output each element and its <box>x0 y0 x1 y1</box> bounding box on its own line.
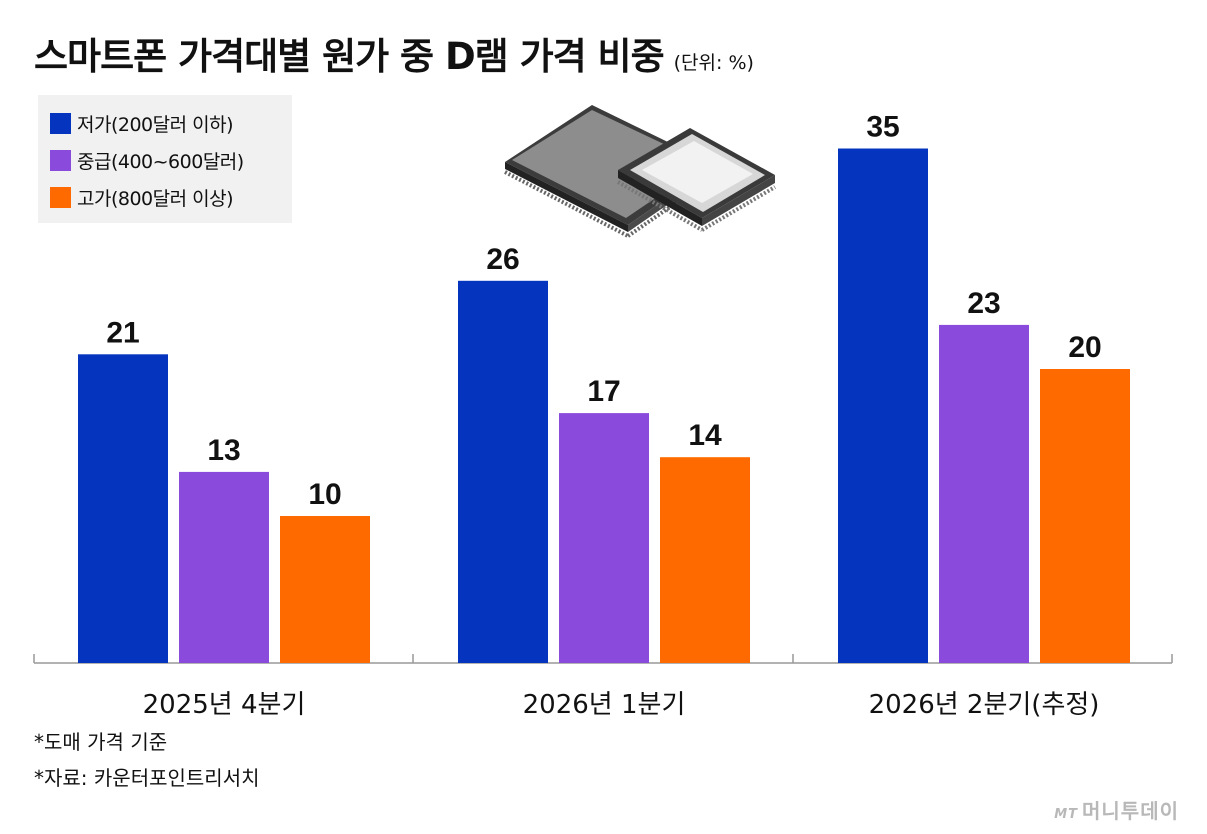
watermark-mt: MT <box>1054 807 1078 822</box>
bar-value-label: 17 <box>587 375 620 408</box>
category-label: 2026년 1분기 <box>523 690 686 720</box>
legend-item: 중급(400~600달러) <box>50 142 292 179</box>
bar <box>179 471 269 663</box>
bar <box>939 324 1029 663</box>
bar-value-label: 20 <box>1068 331 1101 364</box>
category-label: 2025년 4분기 <box>143 690 306 720</box>
bar <box>660 457 750 663</box>
bar <box>838 148 928 663</box>
bar-value-label: 10 <box>308 478 341 511</box>
bar-value-label: 13 <box>207 434 240 467</box>
footnote-wholesale: *도매 가격 기준 <box>34 730 168 754</box>
bar-value-label: 26 <box>486 243 519 276</box>
bar <box>280 516 370 663</box>
chart-title: 스마트폰 가격대별 원가 중 D램 가격 비중 (단위: %) <box>34 26 754 80</box>
bar-value-label: 35 <box>866 111 899 144</box>
bar <box>559 413 649 663</box>
publisher-watermark: MT 머니투데이 <box>1054 795 1179 824</box>
memory-chip-icon <box>504 105 777 238</box>
plot-area: 21 13 10 2025년 4분기 26 17 14 2026년 1분기 35 23 20 2026… <box>33 111 1173 720</box>
unit-label: (단위: %) <box>673 52 754 74</box>
legend-label: 고가(800달러 이상) <box>77 188 234 210</box>
bar <box>458 280 548 663</box>
legend-label: 저가(200달러 이하) <box>77 114 234 136</box>
bar-value-label: 21 <box>106 316 139 349</box>
legend-swatch <box>50 150 71 171</box>
legend: 저가(200달러 이하) 중급(400~600달러) 고가(800달러 이상) <box>38 95 292 223</box>
legend-label: 중급(400~600달러) <box>77 151 244 173</box>
footnote-source: *자료: 카운터포인트리서치 <box>34 766 260 790</box>
footnotes: *도매 가격 기준 *자료: 카운터포인트리서치 <box>34 724 260 796</box>
chart-title-text: 스마트폰 가격대별 원가 중 D램 가격 비중 <box>34 35 665 78</box>
legend-swatch <box>50 187 71 208</box>
bar <box>78 354 168 663</box>
legend-item: 고가(800달러 이상) <box>50 179 292 216</box>
legend-swatch <box>50 113 71 134</box>
bar-value-label: 14 <box>688 419 722 452</box>
watermark-name: 머니투데이 <box>1082 799 1179 823</box>
bar <box>1040 369 1130 663</box>
bar-value-label: 23 <box>967 287 1000 320</box>
legend-item: 저가(200달러 이하) <box>50 105 292 142</box>
category-label: 2026년 2분기(추정) <box>869 690 1100 720</box>
